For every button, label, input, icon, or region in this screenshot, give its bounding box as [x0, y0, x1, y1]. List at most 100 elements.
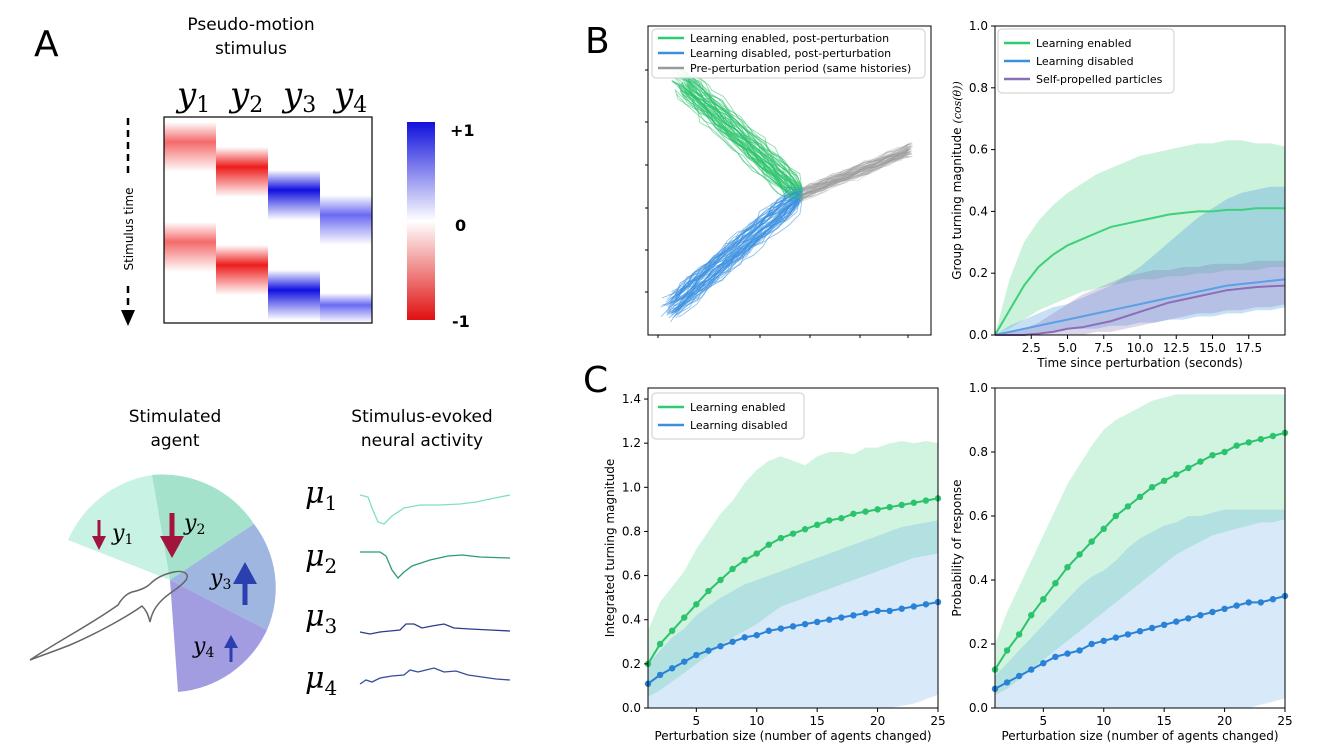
- data-point: [717, 576, 724, 584]
- stimulus-time-label: Stimulus time: [122, 187, 136, 270]
- neural-title-line2: neural activity: [361, 431, 483, 451]
- data-point: [1221, 448, 1228, 456]
- trajectory-pre: [797, 153, 911, 200]
- legend-label: Self-propelled particles: [1036, 73, 1163, 86]
- trajectory-pre: [802, 152, 908, 196]
- data-point: [1173, 471, 1180, 478]
- trajectory-pre: [802, 148, 912, 193]
- y-tick-label: 0.0: [969, 328, 988, 342]
- trajectory-learning-enabled: [680, 69, 801, 189]
- data-point: [1257, 599, 1265, 606]
- stimulus-time-axis: Stimulus time: [118, 118, 138, 326]
- x-tick-label: 10: [749, 714, 764, 728]
- column-header-y4: y4: [332, 75, 367, 118]
- trajectory-pre: [797, 151, 912, 195]
- y-tick-label: 0.8: [622, 524, 641, 538]
- trajectory-pre: [801, 143, 911, 192]
- data-point: [753, 631, 760, 639]
- data-point: [693, 651, 700, 659]
- trajectory-learning-disabled: [669, 191, 803, 300]
- trajectory-legend: Learning enabled, post-perturbation Lear…: [651, 28, 926, 79]
- heatmap-cell: [216, 147, 268, 197]
- trajectory-learning-enabled: [678, 84, 799, 199]
- data-point: [741, 634, 748, 641]
- trajectory-pre: [797, 144, 908, 194]
- legend-box: [997, 28, 1175, 94]
- trajectory-learning-enabled: [678, 68, 799, 193]
- sector-y3: [170, 524, 276, 630]
- arrow-down-icon: [92, 520, 106, 550]
- data-point: [1088, 640, 1095, 648]
- trajectory-pre: [797, 153, 908, 197]
- data-point: [741, 556, 748, 564]
- data-point: [1076, 551, 1083, 558]
- data-point: [922, 601, 930, 608]
- trajectory-pre: [800, 144, 913, 190]
- x-axis-label: Perturbation size (number of agents chan…: [1001, 729, 1278, 743]
- trajectory-learning-disabled: [674, 198, 804, 316]
- x-tick-label: 20: [1217, 714, 1232, 728]
- trajectory-learning-enabled: [683, 73, 803, 193]
- y-tick-label: 0.8: [969, 81, 988, 95]
- sector-label-y4: y4: [192, 634, 214, 661]
- data-point: [1028, 666, 1035, 673]
- trajectory-learning-enabled: [683, 90, 800, 198]
- data-point: [1124, 631, 1132, 638]
- x-tick-label: 20: [870, 714, 885, 728]
- data-point: [1003, 679, 1011, 686]
- neuron-trace-1: [359, 494, 511, 525]
- trajectory-pre: [797, 146, 911, 194]
- y-tick-label: 1.4: [622, 392, 641, 406]
- trajectory-learning-enabled: [681, 75, 800, 194]
- trajectory-pre: [802, 142, 912, 189]
- sector-y2: [152, 474, 254, 580]
- data-point: [1064, 564, 1071, 571]
- y-tick-label: 1.0: [969, 381, 988, 395]
- legend-box: [651, 392, 805, 440]
- trajectory-pre: [800, 148, 911, 199]
- colorbar-tick-max: +1: [450, 121, 475, 140]
- agent-receptive-field: y1 y2 y3 y4: [29, 474, 276, 692]
- data-point: [1124, 503, 1132, 510]
- trajectory-pre: [799, 156, 910, 201]
- data-point: [1040, 596, 1047, 603]
- data-point: [729, 638, 736, 645]
- x-tick-label: 25: [930, 714, 945, 728]
- data-point: [813, 521, 821, 529]
- trajectory-pre: [797, 152, 912, 199]
- column-header-y1: y1: [175, 75, 210, 118]
- trajectory-pre: [801, 155, 910, 202]
- heatmap-cell: [216, 245, 268, 295]
- data-point: [656, 671, 664, 679]
- neuron-trace-2: [360, 551, 511, 579]
- legend-label: Learning disabled: [690, 419, 788, 432]
- group-turning-chart: 0.0 0.2 0.4 0.6 0.8 1.0 2.5 5.0 7.5 10.0 12.5 15.0 1…: [950, 19, 1286, 370]
- trajectory-learning-enabled: [677, 83, 799, 197]
- data-point: [874, 607, 881, 615]
- data-point: [1148, 484, 1156, 491]
- band-learning-disabled: [995, 186, 1285, 335]
- trajectory-pre: [802, 146, 913, 195]
- data-point: [1003, 647, 1011, 654]
- trajectory-pre: [799, 151, 911, 198]
- x-tick-label: 15.0: [1199, 341, 1226, 355]
- trajectory-pre: [801, 145, 912, 191]
- data-point: [668, 665, 676, 672]
- x-tick-label: 17.5: [1235, 341, 1262, 355]
- neuron-trace-3: [359, 623, 511, 635]
- trajectory-pre: [798, 154, 912, 199]
- data-point: [850, 612, 857, 619]
- legend-learning-disabled-post: Learning disabled, post-perturbation: [690, 47, 891, 60]
- x-tick-label: 5: [1040, 714, 1048, 728]
- trajectory-pre: [801, 143, 912, 189]
- trajectory-pre: [802, 143, 910, 190]
- data-point: [862, 609, 869, 617]
- neuron-trace-4: [359, 667, 511, 685]
- data-point: [862, 508, 869, 515]
- y-tick-label: 0.0: [622, 701, 641, 715]
- data-point: [838, 515, 845, 522]
- sector-label-y3: y3: [209, 566, 231, 593]
- trajectory-pre: [800, 146, 911, 192]
- neuron-label-1: μ1: [305, 476, 337, 515]
- data-point: [850, 510, 857, 517]
